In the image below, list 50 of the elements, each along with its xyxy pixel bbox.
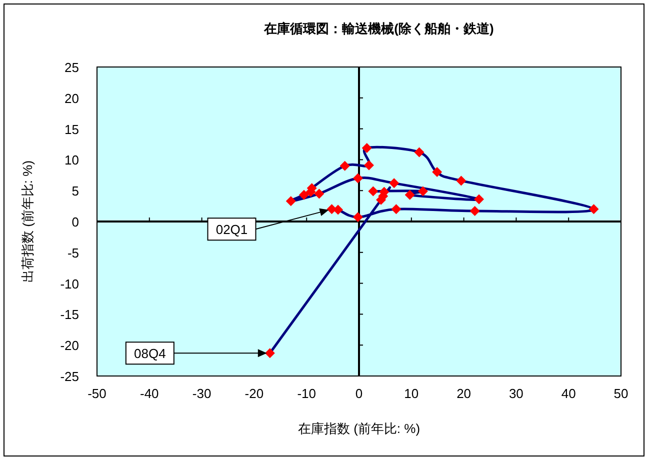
x-tick-label: -30 (192, 386, 212, 401)
y-tick-label: 10 (64, 152, 79, 168)
x-tick-label: 50 (614, 386, 628, 401)
y-tick-label: -25 (60, 369, 79, 384)
point (286, 196, 296, 206)
x-tick-label: 20 (456, 386, 472, 401)
point (456, 176, 466, 186)
point (368, 186, 378, 196)
y-tick-label: -5 (67, 245, 79, 260)
annotation: 02Q1 (216, 222, 248, 238)
annotation: 08Q4 (134, 346, 166, 362)
y-tick-label: 20 (64, 90, 79, 106)
point (352, 173, 363, 184)
point (474, 194, 484, 204)
x-tick-label: 40 (561, 386, 576, 401)
point (340, 160, 350, 171)
annotation: 02Q1 (207, 208, 329, 241)
x-tick-label: 30 (508, 386, 524, 401)
x-tick-label: 0 (355, 386, 363, 401)
y-tick-label: 0 (72, 214, 79, 230)
annotation: 08Q4 (125, 342, 267, 365)
point (362, 142, 372, 153)
x-tick-label: -50 (88, 386, 106, 401)
point (432, 167, 442, 178)
point (391, 204, 402, 214)
point (264, 348, 275, 358)
y-tick-label: -10 (60, 276, 79, 292)
point (414, 147, 424, 158)
x-axis-title: 在庫指数 (前年比: %) (298, 421, 420, 436)
y-tick-label: 25 (64, 60, 79, 75)
y-tick-label: -15 (60, 307, 79, 322)
x-tick-label: -10 (297, 386, 316, 401)
point (298, 190, 309, 200)
x-tick-label: -40 (140, 386, 159, 401)
point (314, 188, 324, 199)
chart-title: 在庫循環図：輸送機械(除く船舶・鉄道) (263, 21, 494, 36)
point (404, 190, 415, 200)
x-tick-label: -20 (244, 386, 264, 401)
point (470, 206, 480, 216)
y-tick-label: 5 (72, 184, 79, 199)
point (352, 212, 363, 222)
y-axis-title: 出荷指数 (前年比: %) (20, 160, 35, 283)
y-tick-label: 15 (64, 122, 79, 137)
point (364, 160, 374, 170)
x-tick-label: 10 (404, 386, 419, 401)
y-tick-label: -20 (60, 338, 79, 354)
point (389, 178, 400, 188)
point (588, 204, 599, 214)
point (333, 204, 344, 215)
point (418, 186, 428, 196)
